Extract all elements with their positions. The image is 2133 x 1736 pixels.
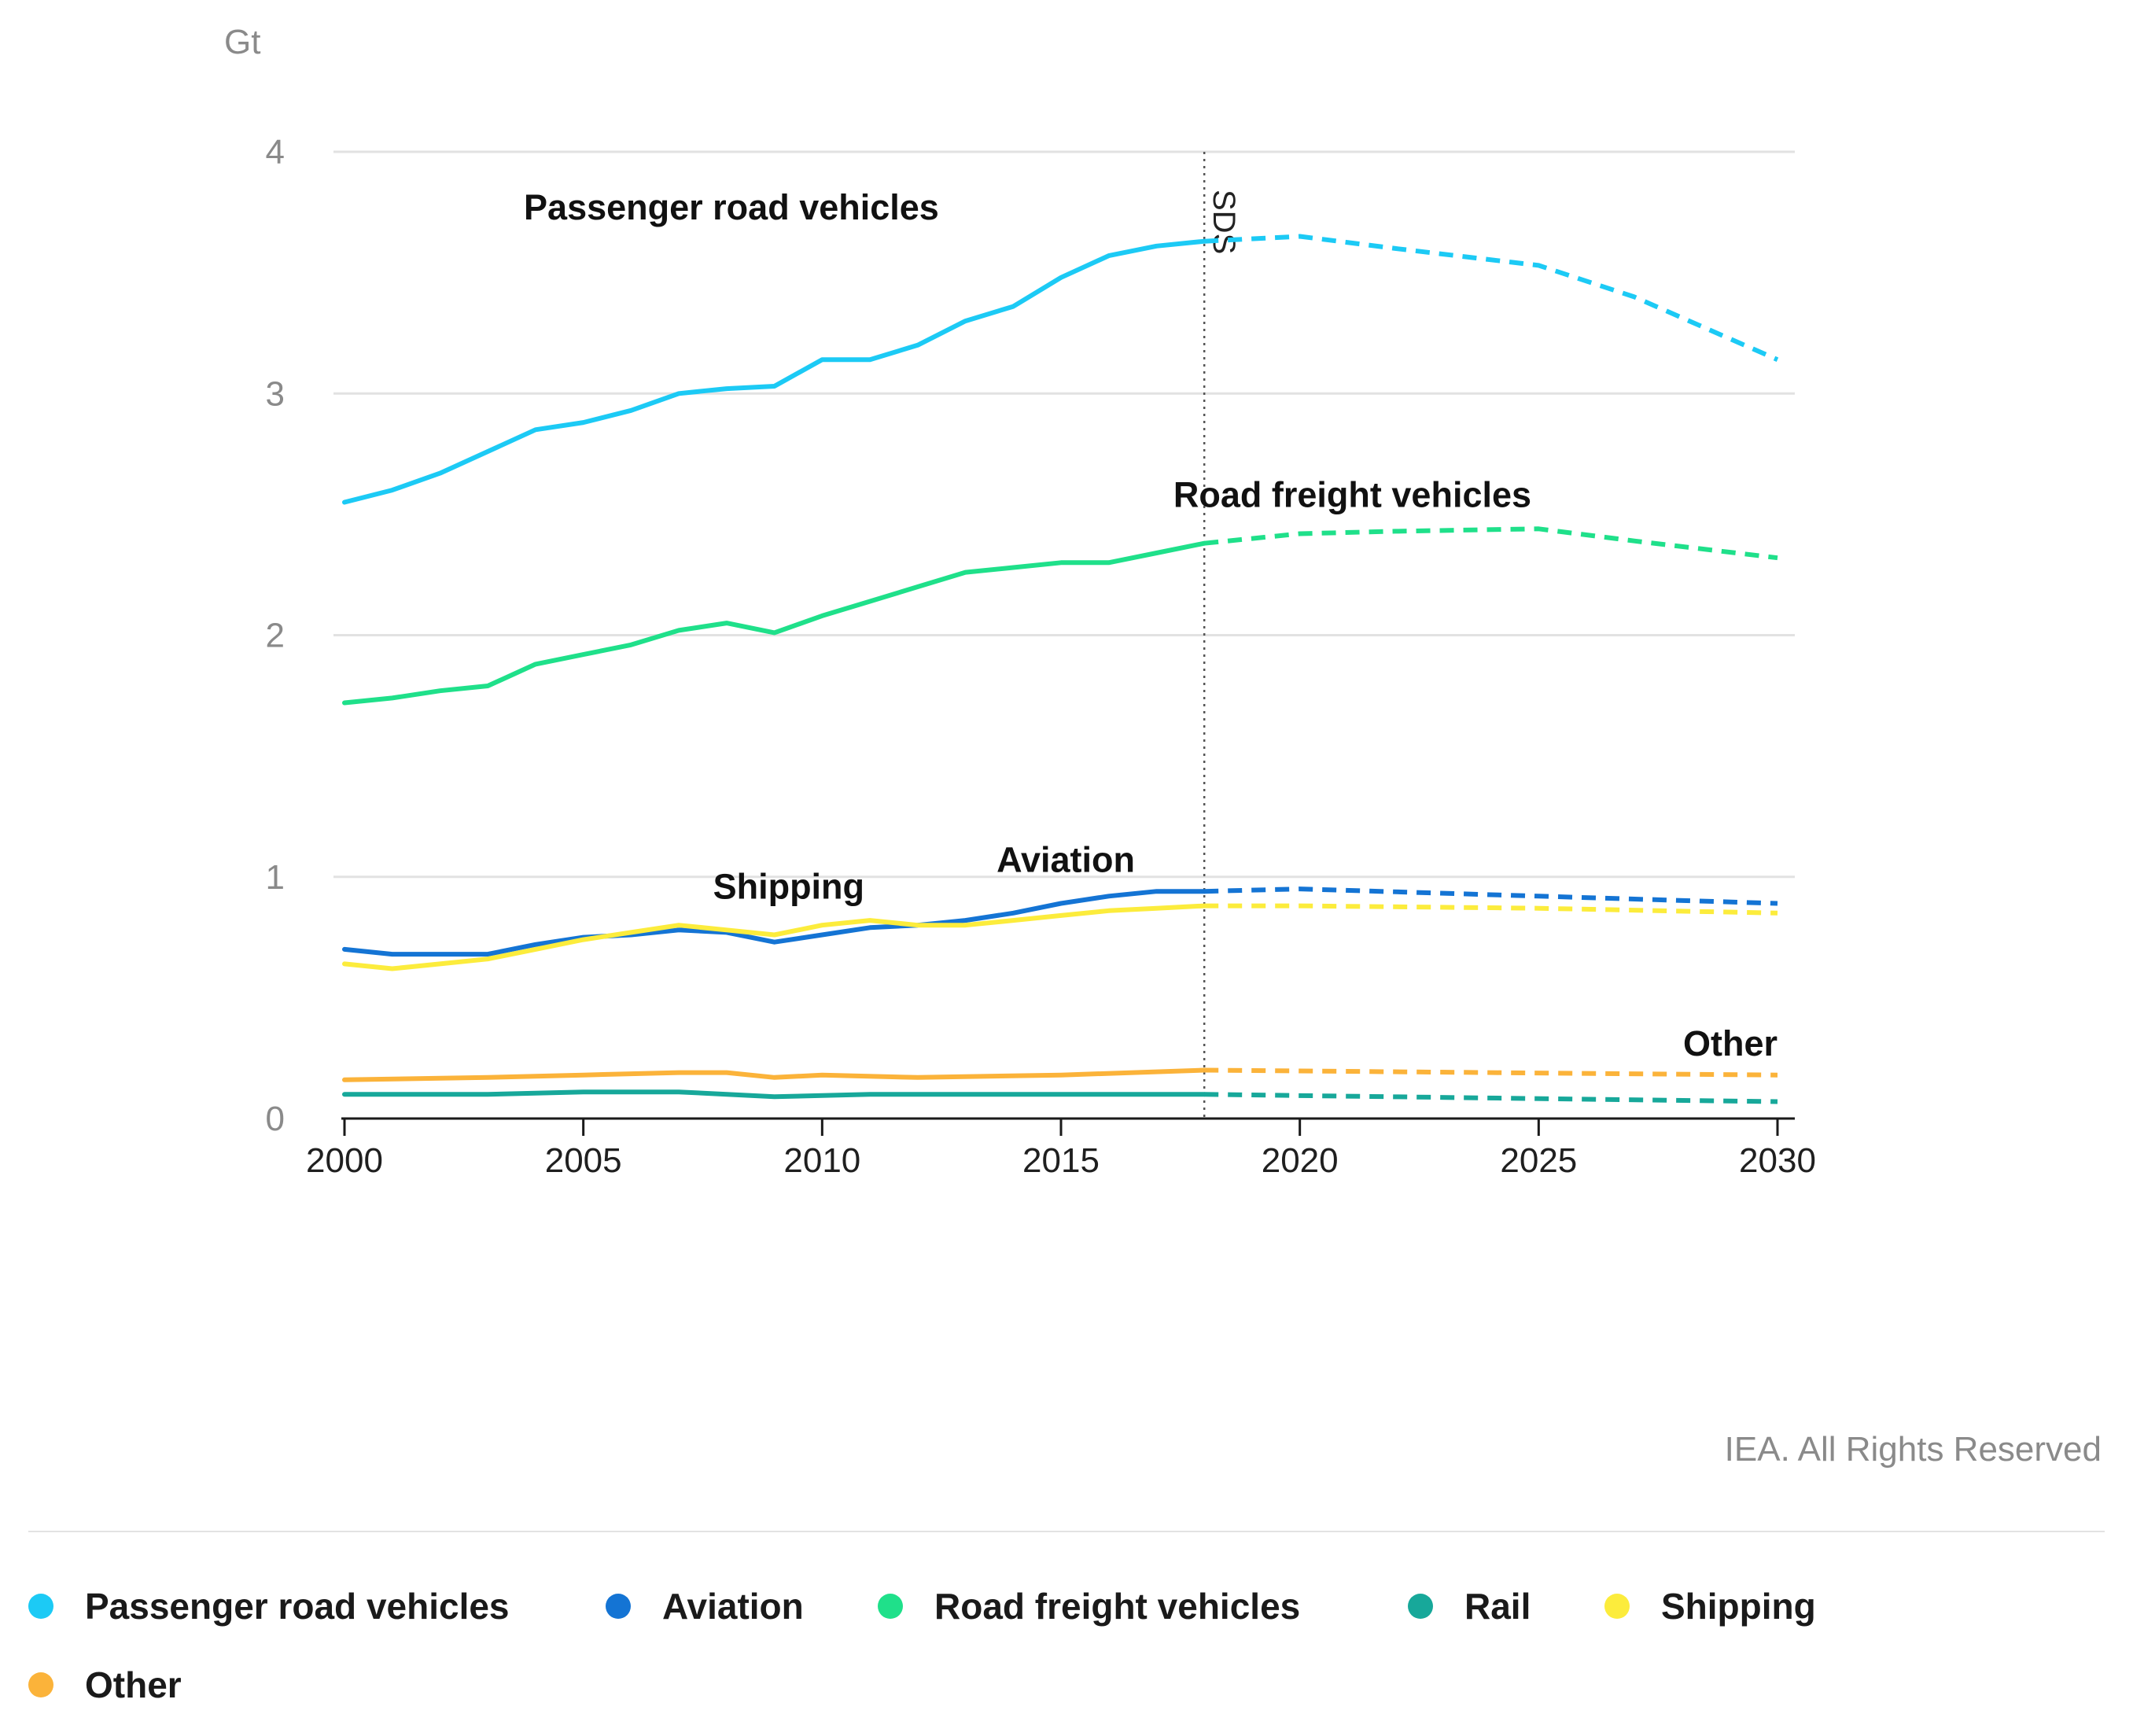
series-lines bbox=[342, 234, 1779, 1104]
x-tick-label-2010: 2010 bbox=[783, 1141, 860, 1180]
series-rail-projection bbox=[1204, 1092, 1778, 1104]
y-tick-label-2: 2 bbox=[266, 617, 285, 655]
series-rail-historical bbox=[342, 1089, 1207, 1100]
legend-label: Rail bbox=[1464, 1586, 1531, 1627]
y-axis-ticks: 0 1 2 3 4 bbox=[266, 133, 285, 1138]
legend-item-rail[interactable]: Rail bbox=[1408, 1585, 1531, 1627]
y-tick-label-3: 3 bbox=[266, 374, 285, 413]
legend-label: Other bbox=[85, 1664, 182, 1705]
series-road-freight-vehicles-projection bbox=[1203, 526, 1778, 561]
legend-label: Road freight vehicles bbox=[934, 1586, 1301, 1627]
legend-item-passenger-road-vehicles[interactable]: Passenger road vehicles bbox=[28, 1585, 510, 1627]
y-axis-unit-label: Gt bbox=[224, 23, 260, 61]
series-passenger-road-vehicles-historical bbox=[342, 238, 1207, 505]
legend-label: Shipping bbox=[1661, 1586, 1816, 1627]
x-tick-label-2005: 2005 bbox=[545, 1141, 622, 1180]
legend-dot-icon bbox=[1604, 1594, 1630, 1619]
legend-divider bbox=[28, 1531, 2105, 1532]
x-tick-label-2015: 2015 bbox=[1022, 1141, 1100, 1180]
annotation-other: Other bbox=[1683, 1023, 1778, 1063]
series-shipping-projection bbox=[1204, 903, 1778, 916]
x-tick-label-2020: 2020 bbox=[1262, 1141, 1339, 1180]
legend-item-road-freight-vehicles[interactable]: Road freight vehicles bbox=[878, 1585, 1300, 1627]
series-annotations: Passenger road vehicles Road freight vehi… bbox=[524, 187, 1778, 1063]
legend-label: Passenger road vehicles bbox=[85, 1586, 510, 1627]
series-other-historical bbox=[342, 1067, 1207, 1082]
annotation-aviation: Aviation bbox=[997, 840, 1135, 880]
annotation-passenger-road-vehicles: Passenger road vehicles bbox=[524, 187, 939, 227]
x-axis: 2000 2005 2010 2015 2020 2025 2030 bbox=[306, 1117, 1816, 1180]
y-tick-label-1: 1 bbox=[266, 858, 285, 897]
series-shipping-historical bbox=[342, 903, 1207, 971]
legend-item-aviation[interactable]: Aviation bbox=[606, 1585, 804, 1627]
x-tick-label-2000: 2000 bbox=[306, 1141, 383, 1180]
series-passenger-road-vehicles-projection bbox=[1204, 234, 1779, 362]
series-other-projection bbox=[1204, 1067, 1778, 1078]
legend-dot-icon bbox=[1408, 1594, 1433, 1619]
annotation-road-freight-vehicles: Road freight vehicles bbox=[1173, 475, 1531, 515]
gridlines bbox=[333, 150, 1795, 879]
series-aviation-historical bbox=[342, 889, 1207, 957]
legend-item-shipping[interactable]: Shipping bbox=[1604, 1585, 1816, 1627]
y-tick-label-4: 4 bbox=[266, 133, 285, 171]
copyright-credit: IEA. All Rights Reserved bbox=[1724, 1430, 2102, 1469]
y-tick-label-0: 0 bbox=[266, 1100, 285, 1138]
legend-dot-icon bbox=[878, 1594, 903, 1619]
line-chart: 0 1 2 3 4 Gt 2000 2005 2010 2015 2020 2025 2030 SD… bbox=[224, 23, 1816, 1180]
annotation-shipping: Shipping bbox=[713, 866, 864, 906]
legend-dot-icon bbox=[28, 1672, 53, 1697]
x-tick-label-2025: 2025 bbox=[1500, 1141, 1577, 1180]
series-aviation-projection bbox=[1204, 886, 1778, 906]
series-road-freight-vehicles-historical bbox=[342, 540, 1207, 706]
legend-dot-icon bbox=[28, 1594, 53, 1619]
x-tick-label-2030: 2030 bbox=[1739, 1141, 1816, 1180]
legend-dot-icon bbox=[606, 1594, 631, 1619]
legend-item-other[interactable]: Other bbox=[28, 1664, 182, 1706]
sds-divider: SDS bbox=[1203, 152, 1241, 1119]
legend-label: Aviation bbox=[662, 1586, 804, 1627]
sds-label: SDS bbox=[1206, 190, 1241, 254]
